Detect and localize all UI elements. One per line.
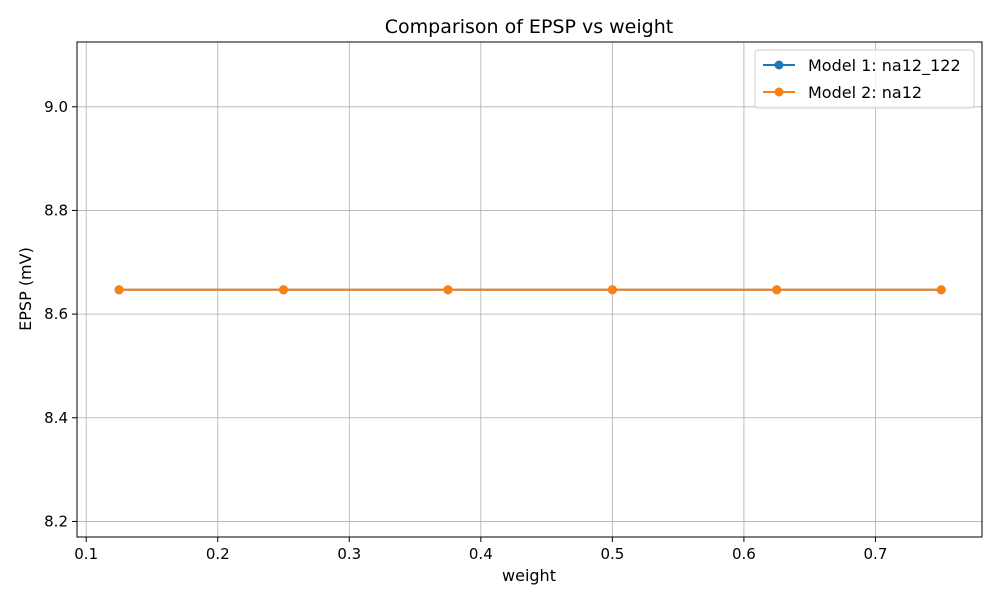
x-tick-label: 0.2: [206, 545, 230, 563]
legend: Model 1: na12_122 Model 2: na12: [754, 49, 975, 109]
data-point: [936, 285, 946, 295]
legend-marker: [774, 60, 784, 70]
data-point: [607, 285, 617, 295]
legend-marker: [774, 87, 784, 97]
x-tick-label: 0.5: [600, 545, 624, 563]
x-tick-label: 0.6: [732, 545, 756, 563]
series-layer: [114, 285, 946, 295]
plot-frame: [76, 41, 983, 538]
y-axis: 8.2 8.4 8.6 8.8 9.0: [44, 98, 77, 530]
x-axis-label: weight: [502, 566, 556, 585]
y-tick-label: 9.0: [44, 98, 68, 116]
series-2: [114, 285, 946, 295]
data-point: [279, 285, 289, 295]
legend-label: Model 2: na12: [808, 83, 922, 102]
data-point: [114, 285, 124, 295]
x-tick-label: 0.1: [74, 545, 98, 563]
data-point: [443, 285, 453, 295]
x-axis: 0.1 0.2 0.3 0.4 0.5 0.6 0.7: [74, 537, 887, 563]
x-tick-label: 0.7: [864, 545, 888, 563]
x-tick-label: 0.4: [469, 545, 493, 563]
y-tick-label: 8.2: [44, 512, 68, 530]
y-axis-label: EPSP (mV): [16, 247, 35, 331]
chart-title: Comparison of EPSP vs weight: [385, 16, 673, 38]
y-tick-label: 8.8: [44, 201, 68, 219]
y-tick-label: 8.4: [44, 409, 68, 427]
data-point: [772, 285, 782, 295]
x-tick-label: 0.3: [337, 545, 361, 563]
legend-label: Model 1: na12_122: [808, 56, 961, 76]
legend-box: [754, 49, 975, 109]
y-tick-label: 8.6: [44, 305, 68, 323]
